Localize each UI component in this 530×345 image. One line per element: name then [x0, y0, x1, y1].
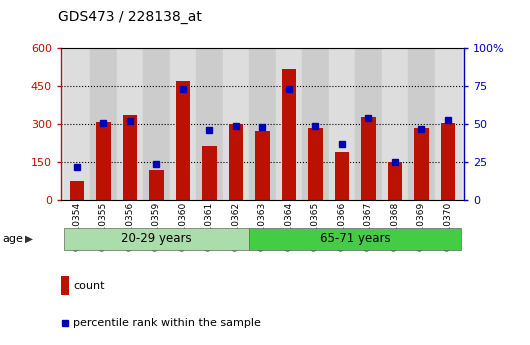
- Text: 65-71 years: 65-71 years: [320, 233, 391, 245]
- Bar: [117, 48, 143, 200]
- Bar: [170, 48, 196, 200]
- Bar: [149, 170, 164, 200]
- Bar: [61, 276, 69, 295]
- Bar: [382, 48, 408, 200]
- Text: count: count: [73, 281, 104, 290]
- Bar: [122, 115, 137, 200]
- Bar: [281, 69, 296, 200]
- Bar: [414, 128, 429, 200]
- Bar: [175, 81, 190, 200]
- Bar: [334, 152, 349, 200]
- Bar: [96, 122, 111, 200]
- Bar: [308, 128, 323, 200]
- Bar: [202, 146, 217, 200]
- Bar: [69, 181, 84, 200]
- Text: 20-29 years: 20-29 years: [121, 233, 192, 245]
- Bar: [361, 117, 376, 200]
- Bar: [408, 48, 435, 200]
- Bar: [223, 48, 249, 200]
- Bar: [255, 130, 270, 200]
- Text: age: age: [3, 234, 23, 244]
- Bar: [90, 48, 117, 200]
- Bar: [228, 124, 243, 200]
- Bar: [387, 162, 402, 200]
- Bar: [355, 48, 382, 200]
- Bar: [196, 48, 223, 200]
- Bar: [249, 228, 461, 250]
- Bar: [440, 123, 455, 200]
- Bar: [64, 48, 90, 200]
- Bar: [302, 48, 329, 200]
- Text: ▶: ▶: [25, 234, 33, 244]
- Text: percentile rank within the sample: percentile rank within the sample: [73, 318, 261, 328]
- Bar: [249, 48, 276, 200]
- Bar: [435, 48, 461, 200]
- Bar: [276, 48, 302, 200]
- Text: GDS473 / 228138_at: GDS473 / 228138_at: [58, 10, 202, 24]
- Bar: [329, 48, 355, 200]
- Bar: [143, 48, 170, 200]
- Bar: [64, 228, 249, 250]
